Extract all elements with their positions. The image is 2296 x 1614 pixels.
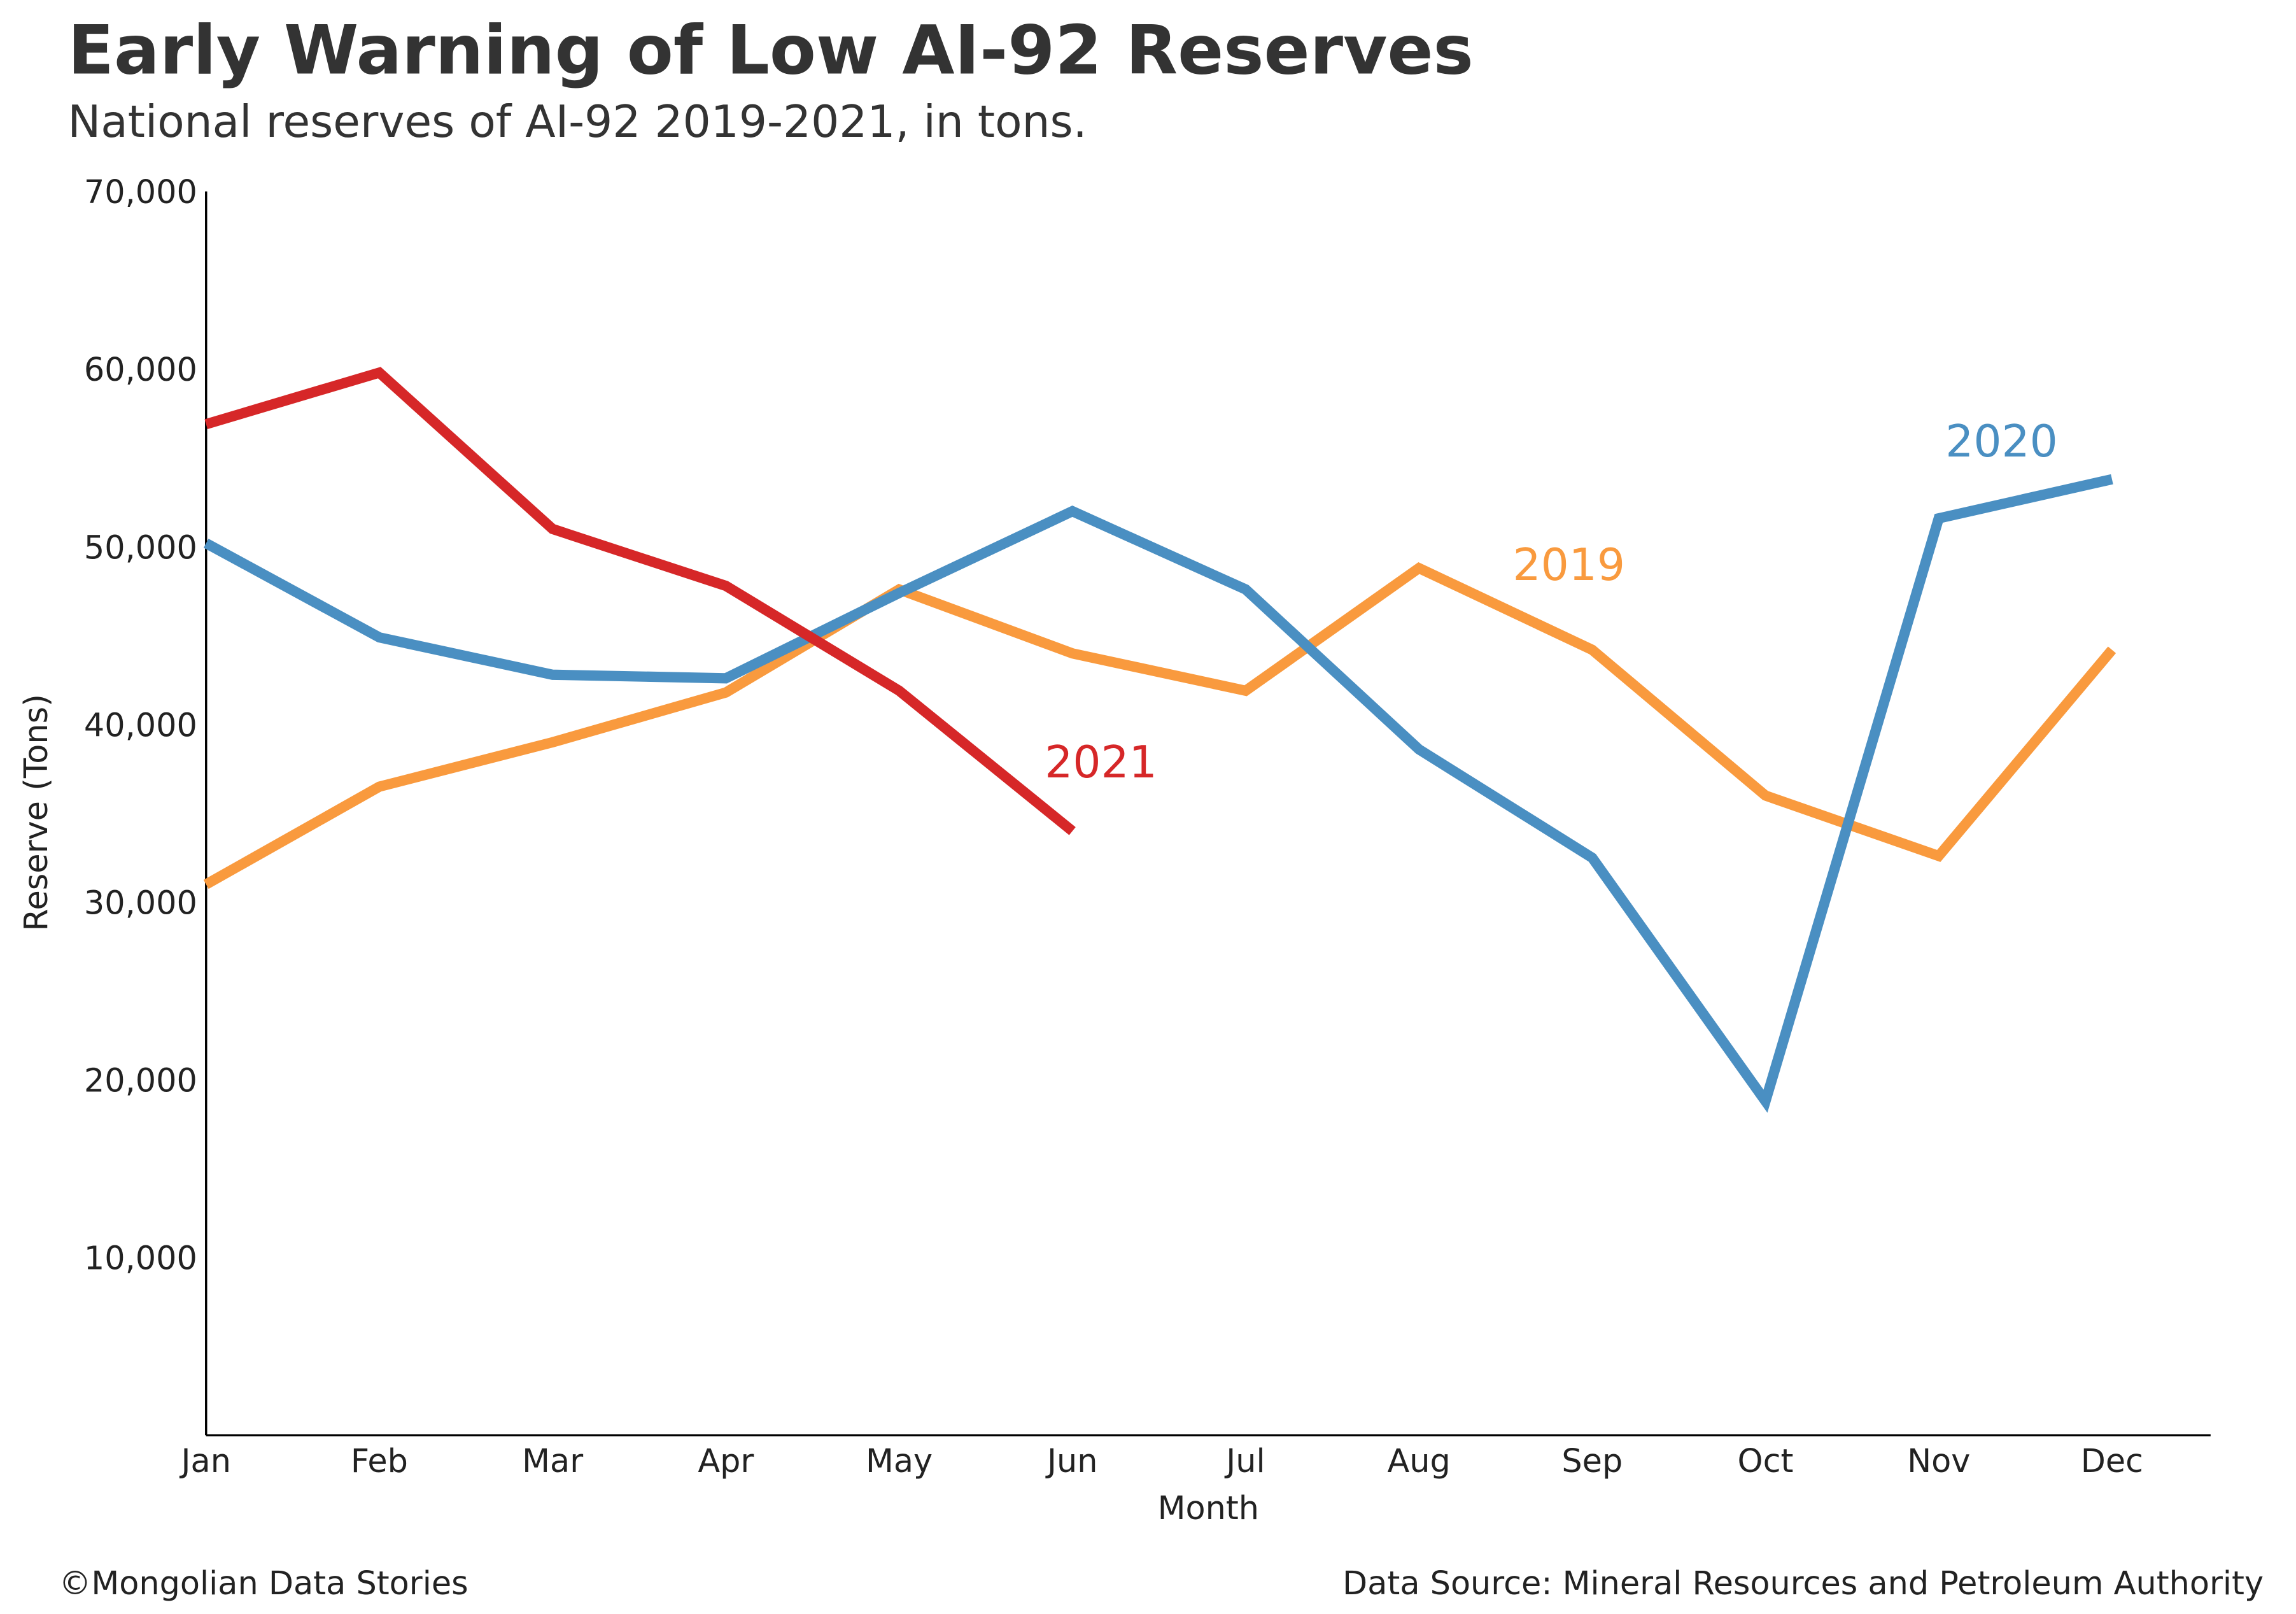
series-line <box>203 562 2116 889</box>
y-tick-label: 60,000 <box>84 351 197 388</box>
x-tick-label: Jun <box>1045 1442 1097 1480</box>
series-line <box>204 367 1076 835</box>
y-axis-label: Reserve (Tons) <box>17 694 55 931</box>
series-label: 2021 <box>1045 737 1157 788</box>
x-tick-label: Jan <box>180 1442 231 1480</box>
y-tick-label: 50,000 <box>84 528 197 566</box>
y-tick-label: 70,000 <box>84 173 197 211</box>
y-tick-label: 30,000 <box>84 884 197 921</box>
x-tick-label: Nov <box>1907 1442 1970 1480</box>
x-tick-label: Oct <box>1738 1442 1794 1480</box>
footer-source: Data Source: Mineral Resources and Petro… <box>1342 1564 2264 1602</box>
y-tick-label: 20,000 <box>84 1062 197 1100</box>
series-line <box>203 474 2113 1113</box>
chart-title: Early Warning of Low AI-92 Reserves <box>67 11 1473 90</box>
x-tick-label: Mar <box>522 1442 583 1480</box>
series-label: 2020 <box>1945 416 2058 467</box>
x-tick-label: Sep <box>1561 1442 1623 1480</box>
x-tick-label: Aug <box>1387 1442 1450 1480</box>
x-tick-label: May <box>866 1442 933 1480</box>
x-tick-label: Feb <box>351 1442 408 1480</box>
chart-subtitle: National reserves of AI-92 2019-2021, in… <box>67 97 1087 148</box>
x-tick-label: Apr <box>698 1442 754 1480</box>
x-axis-label: Month <box>1158 1489 1259 1527</box>
series-label: 2019 <box>1513 540 1626 591</box>
x-tick-label: Jul <box>1224 1442 1265 1480</box>
y-tick-label: 10,000 <box>84 1240 197 1277</box>
y-tick-label: 40,000 <box>84 706 197 744</box>
footer-credit: ©Mongolian Data Stories <box>59 1564 468 1602</box>
x-tick-label: Dec <box>2081 1442 2143 1480</box>
